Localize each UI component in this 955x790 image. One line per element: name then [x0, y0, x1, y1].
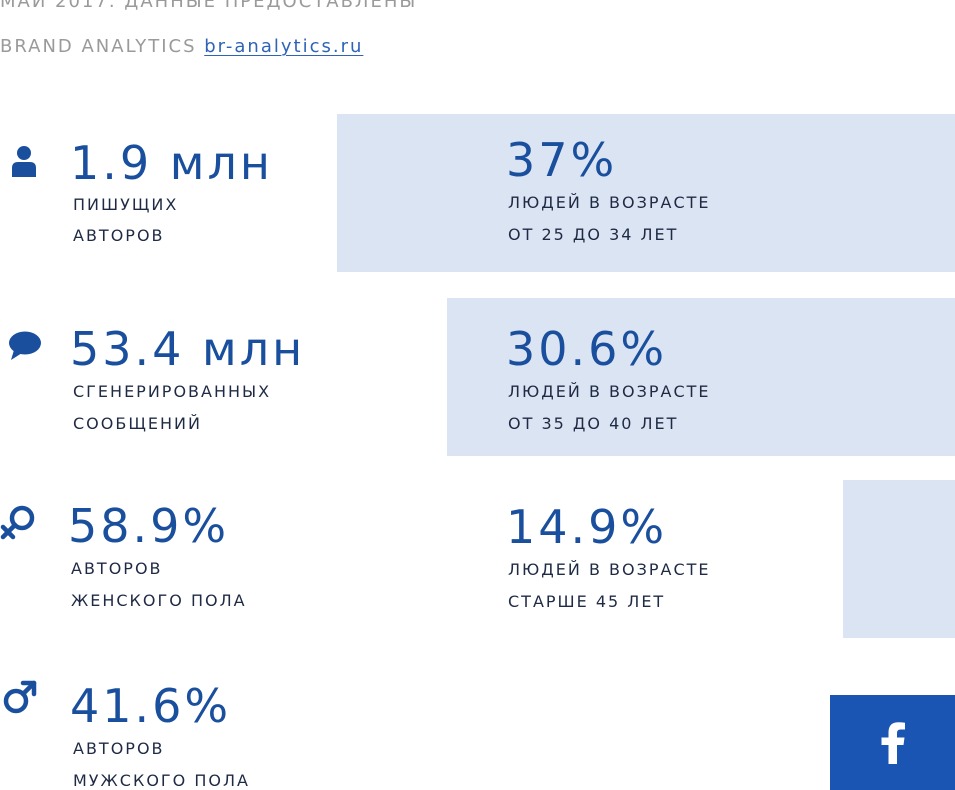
stat-writing-authors: 1.9 млн ПИШУЩИХ АВТОРОВ	[70, 136, 273, 244]
age-stat-value: 37%	[506, 133, 618, 187]
stat-label-line2: ЖЕНСКОГО ПОЛА	[71, 591, 247, 610]
age-stat-label-line1: ЛЮДЕЙ В ВОЗРАСТЕ	[508, 382, 711, 401]
source-brand: BRAND ANALYTICS	[0, 36, 205, 57]
source-date-line: МАЙ 2017. ДАННЫЕ ПРЕДОСТАВЛЕНЫ	[0, 0, 418, 12]
male-symbol-icon	[3, 680, 37, 714]
age-stat-35-40: 30.6% ЛЮДЕЙ В ВОЗРАСТЕ ОТ 35 ДО 40 ЛЕТ	[506, 322, 709, 432]
age-stat-45-plus: 14.9% ЛЮДЕЙ В ВОЗРАСТЕ СТАРШЕ 45 ЛЕТ	[506, 500, 709, 610]
age-stat-25-34: 37% ЛЮДЕЙ В ВОЗРАСТЕ ОТ 25 ДО 34 ЛЕТ	[506, 133, 709, 243]
facebook-icon	[881, 722, 905, 764]
female-symbol-icon	[0, 505, 35, 540]
stat-value: 41.6%	[70, 679, 232, 733]
age-stat-label-line1: ЛЮДЕЙ В ВОЗРАСТЕ	[508, 193, 711, 212]
age-stat-value: 14.9%	[506, 500, 668, 554]
age-band-35-40	[447, 298, 955, 456]
stat-value: 58.9%	[68, 499, 230, 553]
age-stat-label-line1: ЛЮДЕЙ В ВОЗРАСТЕ	[508, 560, 711, 579]
source-credit-line: BRAND ANALYTICS br-analytics.ru	[0, 36, 363, 57]
stat-generated-messages: 53.4 млн СГЕНЕРИРОВАННЫХ СООБЩЕНИЙ	[70, 322, 306, 432]
age-band-45-plus	[843, 480, 955, 638]
stat-label-line2: МУЖСКОГО ПОЛА	[73, 771, 250, 790]
speech-bubble-icon	[9, 331, 41, 360]
age-stat-label-line2: ОТ 35 ДО 40 ЛЕТ	[508, 414, 679, 433]
age-band-25-34	[337, 114, 955, 272]
stat-label-line2: АВТОРОВ	[73, 226, 165, 245]
stat-female-authors: 58.9% АВТОРОВ ЖЕНСКОГО ПОЛА	[68, 499, 245, 609]
stat-label-line1: АВТОРОВ	[71, 559, 163, 578]
stat-label-line1: ПИШУЩИХ	[73, 195, 179, 214]
stat-value: 1.9 млн	[70, 136, 273, 190]
stat-value: 53.4 млн	[70, 322, 306, 376]
stat-male-authors: 41.6% АВТОРОВ МУЖСКОГО ПОЛА	[70, 679, 248, 789]
age-stat-label-line2: СТАРШЕ 45 ЛЕТ	[508, 592, 666, 611]
age-stat-value: 30.6%	[506, 322, 668, 376]
age-stat-label-line2: ОТ 25 ДО 34 ЛЕТ	[508, 225, 679, 244]
stat-label-line1: АВТОРОВ	[73, 739, 165, 758]
source-link[interactable]: br-analytics.ru	[204, 36, 364, 57]
person-icon	[12, 146, 36, 177]
facebook-share-button[interactable]	[830, 695, 955, 790]
stat-label-line2: СООБЩЕНИЙ	[73, 414, 202, 433]
stat-label-line1: СГЕНЕРИРОВАННЫХ	[73, 382, 272, 401]
